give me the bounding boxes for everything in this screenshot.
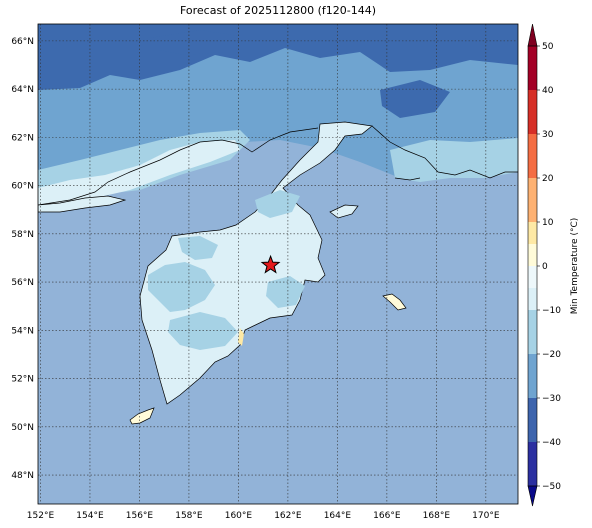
chukotka-coastline (371, 125, 518, 179)
longitude-label: 170°E (472, 511, 500, 521)
colorbar-tick-label: 20 (542, 174, 554, 184)
karaginsky-island (329, 204, 359, 219)
longitude-label: 162°E (274, 511, 302, 521)
colorbar-tick-label: −20 (542, 350, 561, 360)
longitude-label: 166°E (373, 511, 401, 521)
colorbar-segment (528, 178, 537, 222)
latitude-label: 50°N (11, 423, 34, 433)
colorbar-tick-label: −30 (542, 394, 561, 404)
latitude-label: 58°N (11, 230, 34, 240)
longitude-label: 152°E (27, 511, 55, 521)
latitude-label: 66°N (11, 37, 34, 47)
longitude-label: 158°E (175, 511, 203, 521)
longitude-labels: 152°E 154°E 156°E 158°E 160°E 162°E 164°E 166°E… (27, 511, 500, 521)
colorbar-segment (528, 222, 537, 244)
sakhalin-gulf-edge (38, 195, 127, 213)
cold-patch-upper (150, 30, 240, 55)
colorbar-segment (528, 90, 537, 134)
latitude-label: 48°N (11, 471, 34, 481)
colorbar-segment (528, 310, 537, 354)
colorbar-ticks: 50 40 30 20 10 0 −10 −20 −30 −40 −50 (537, 42, 561, 492)
colorbar-tick-label: −50 (542, 482, 561, 492)
longitude-label: 154°E (76, 511, 104, 521)
colorbar-segment (528, 354, 537, 398)
warm-coast-east (238, 328, 244, 346)
colorbar-segment (528, 288, 537, 310)
colorbar-extend-low (527, 485, 538, 507)
cold-patch-ne (380, 80, 450, 118)
colorbar-tick-label: 10 (542, 218, 554, 228)
north-coastline (38, 127, 319, 206)
colorbar-tick-label: 30 (542, 130, 554, 140)
colorbar-segment (528, 244, 537, 266)
map-frame (37, 23, 519, 505)
latitude-label: 54°N (11, 326, 34, 336)
colorbar-tick-label: −10 (542, 306, 561, 316)
latitude-labels: 66°N 64°N 62°N 60°N 58°N 56°N 54°N 52°N 50°N 48°N (11, 37, 34, 481)
colorbar-tick-label: 0 (542, 262, 548, 272)
longitude-label: 164°E (324, 511, 352, 521)
latitude-label: 60°N (11, 182, 34, 192)
latitude-label: 64°N (11, 85, 34, 95)
cold-patch-land-west (148, 262, 215, 312)
cold-patch-land-center (178, 236, 218, 260)
colorbar-extend-high (527, 23, 538, 47)
longitude-label: 168°E (423, 511, 451, 521)
colorbar-segment (528, 46, 537, 90)
longitude-label: 160°E (225, 511, 253, 521)
commander-islands (382, 293, 407, 311)
cold-patch-land-south (168, 312, 238, 350)
latitude-label: 56°N (11, 278, 34, 288)
colorbar-label: Min Temperature (°C) (570, 218, 580, 315)
colorbar-segment (528, 134, 537, 178)
colorbar: 50 40 30 20 10 0 −10 −20 −30 −40 −50 Min Temperatu… (527, 23, 580, 507)
latitude-label: 52°N (11, 375, 34, 385)
cold-patch-land-east (266, 276, 305, 308)
map-title: Forecast of 2025112800 (f120-144) (179, 4, 377, 17)
map-panel: 66°N 64°N 62°N 60°N 58°N 56°N 54°N 52°N 50°N 48°N… (11, 23, 519, 521)
colorbar-segment (528, 266, 537, 288)
graticule (38, 24, 518, 504)
colorbar-tick-label: 50 (542, 42, 554, 52)
colorbar-segment (528, 398, 537, 442)
colorbar-segment (528, 442, 537, 486)
colorbar-tick-label: 40 (542, 86, 554, 96)
colorbar-tick-label: −40 (542, 438, 561, 448)
star-icon (260, 254, 281, 274)
latitude-label: 62°N (11, 133, 34, 143)
longitude-label: 156°E (126, 511, 154, 521)
colorbar-segments (528, 46, 537, 486)
cold-patch-land-north (255, 190, 300, 218)
koryak-coastline (394, 177, 421, 181)
